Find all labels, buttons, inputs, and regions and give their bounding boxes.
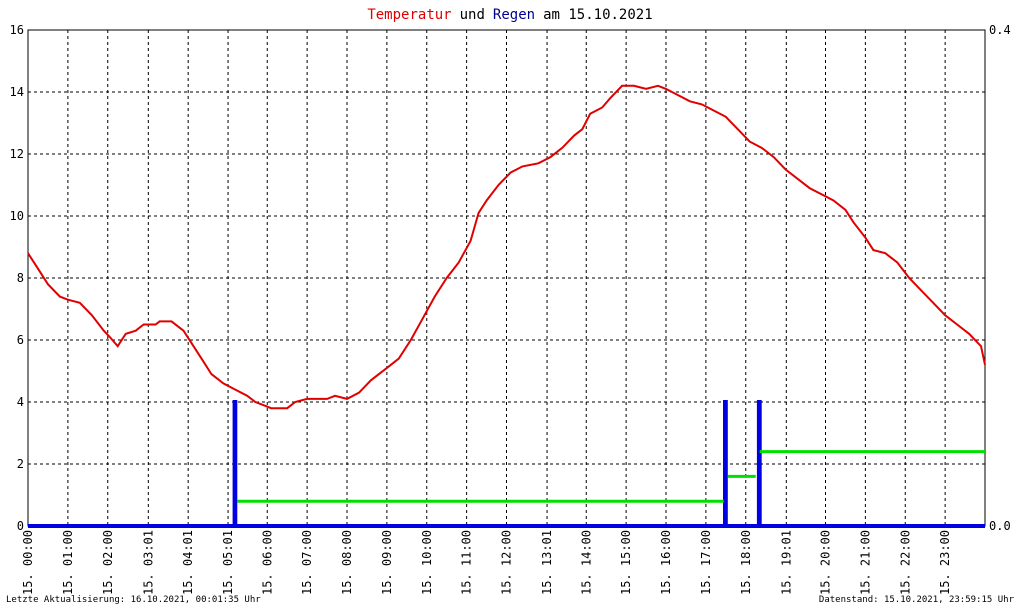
y-tick-label: 2 — [17, 457, 24, 471]
y-tick-label: 6 — [17, 333, 24, 347]
x-tick-label: 15. 12:00 — [500, 530, 514, 595]
x-tick-label: 15. 07:00 — [300, 530, 314, 595]
y-tick-label: 14 — [10, 85, 24, 99]
y-tick-label: 4 — [17, 395, 24, 409]
y-tick-label: 16 — [10, 23, 24, 37]
x-tick-label: 15. 06:00 — [260, 530, 274, 595]
y-tick-label: 8 — [17, 271, 24, 285]
x-tick-label: 15. 23:00 — [938, 530, 952, 595]
x-tick-label: 15. 09:00 — [380, 530, 394, 595]
x-tick-label: 15. 15:00 — [619, 530, 633, 595]
title-part: am 15.10.2021 — [543, 7, 653, 23]
x-tick-label: 15. 13:01 — [540, 530, 554, 595]
x-tick-label: 15. 04:01 — [181, 530, 195, 595]
x-tick-label: 15. 22:00 — [898, 530, 912, 595]
y-tick-label: 10 — [10, 209, 24, 223]
x-tick-label: 15. 19:01 — [779, 530, 793, 595]
title-part: Temperatur — [367, 7, 451, 23]
x-tick-label: 15. 10:00 — [420, 530, 434, 595]
chart-title: Temperatur und Regen am 15.10.2021 — [367, 7, 652, 23]
footer-left: Letzte Aktualisierung: 16.10.2021, 00:01… — [6, 595, 261, 605]
x-tick-label: 15. 16:00 — [659, 530, 673, 595]
x-tick-label: 15. 18:00 — [739, 530, 753, 595]
x-tick-label: 15. 11:00 — [460, 530, 474, 595]
y2-tick-label: 0.4 — [989, 23, 1011, 37]
x-tick-label: 15. 01:00 — [61, 530, 75, 595]
y-tick-label: 12 — [10, 147, 24, 161]
x-tick-label: 15. 03:01 — [141, 530, 155, 595]
x-tick-label: 15. 05:01 — [221, 530, 235, 595]
title-part: Regen — [493, 7, 535, 23]
x-tick-label: 15. 14:00 — [579, 530, 593, 595]
x-tick-label: 15. 02:00 — [101, 530, 115, 595]
y-tick-label: 0 — [17, 519, 24, 533]
x-tick-label: 15. 17:00 — [699, 530, 713, 595]
title-part: und — [460, 7, 485, 23]
series-line — [28, 400, 985, 528]
y2-tick-label: 0.0 — [989, 519, 1011, 533]
x-tick-label: 15. 20:00 — [819, 530, 833, 595]
x-tick-label: 15. 00:00 — [21, 530, 35, 595]
series-line — [27, 84, 986, 410]
x-tick-label: 15. 08:00 — [340, 530, 354, 595]
footer-right: Datenstand: 15.10.2021, 23:59:15 Uhr — [819, 595, 1015, 605]
x-tick-label: 15. 21:00 — [858, 530, 872, 595]
